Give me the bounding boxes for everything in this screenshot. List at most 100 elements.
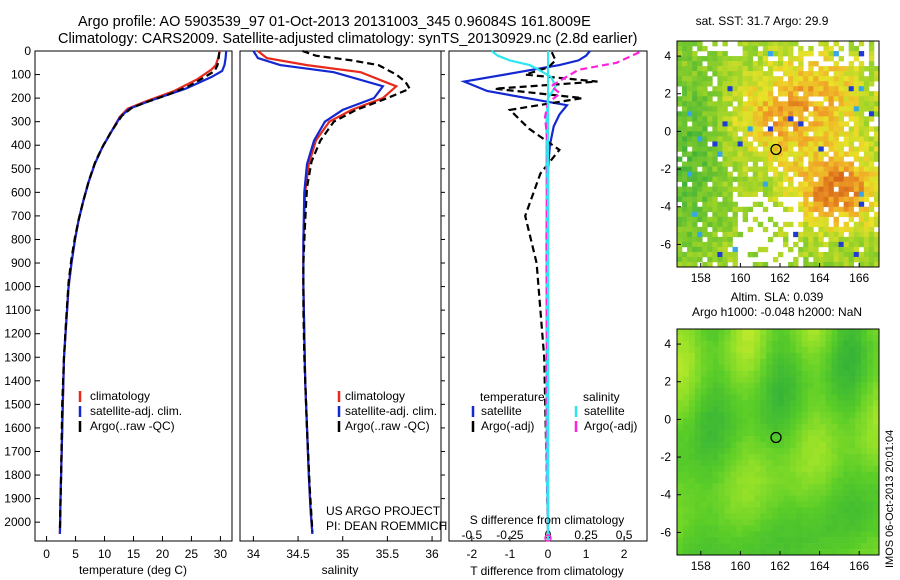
sla-cell <box>849 424 856 431</box>
sst-cell <box>707 76 713 82</box>
sla-cell <box>754 519 761 526</box>
sst-cell <box>737 146 743 152</box>
sla-cell <box>807 388 814 395</box>
sla-cell <box>706 495 713 502</box>
sst-cell <box>742 171 748 177</box>
sla-cell <box>742 424 749 431</box>
sla-cell <box>736 418 743 425</box>
sla-cell <box>873 430 880 437</box>
sst-cell <box>873 231 880 238</box>
sla-cell <box>867 394 874 401</box>
sla-cell <box>789 406 797 413</box>
sst-cell <box>843 91 849 97</box>
sst-cell <box>858 96 865 102</box>
sst-cell <box>813 76 819 82</box>
sst-cell <box>717 176 723 182</box>
sst-cell <box>747 116 754 122</box>
sla-cell <box>688 394 696 401</box>
sst-cell <box>682 46 688 52</box>
sst-cell <box>717 146 723 152</box>
sst-cell <box>712 206 718 213</box>
sla-cell <box>682 465 690 473</box>
sst-cell <box>818 151 824 157</box>
sla-cell <box>677 370 684 377</box>
sst-cell <box>702 101 708 107</box>
sla-cell <box>843 436 850 443</box>
sla-cell <box>706 507 713 514</box>
sst-cell <box>868 146 875 152</box>
sla-cell <box>831 376 838 383</box>
sst-cell <box>712 126 718 132</box>
sla-cell <box>706 489 713 496</box>
sla-cell <box>849 519 856 526</box>
sla-cell <box>748 382 755 389</box>
sst-cell <box>772 61 779 67</box>
sla-cell <box>873 370 880 377</box>
sst-cell <box>767 106 774 112</box>
sla-cell <box>682 531 690 538</box>
sla-cell <box>801 477 808 484</box>
sla-cell <box>778 340 785 348</box>
sla-cell <box>760 424 767 431</box>
sla-cell <box>677 459 684 467</box>
sla-cell <box>813 465 820 473</box>
sla-cell <box>789 436 797 443</box>
sla-cell <box>807 406 814 413</box>
sst-cell <box>702 121 708 127</box>
sla-cell <box>873 436 880 443</box>
sla-cell <box>801 346 808 354</box>
sla-cell <box>706 519 713 526</box>
sst-cell <box>853 101 860 107</box>
sla-cell <box>789 394 797 401</box>
sla-cell <box>682 543 690 550</box>
sst-cell <box>858 51 865 57</box>
sst-cell <box>722 86 728 92</box>
sla-cell <box>730 459 737 467</box>
sla-cell <box>760 525 767 532</box>
sla-cell <box>855 513 862 520</box>
sst-cell <box>727 206 733 213</box>
sla-cell <box>724 388 731 395</box>
sla-cell <box>694 543 702 550</box>
temperature-tick-label: 10 <box>98 547 112 561</box>
sla-cell <box>825 329 832 336</box>
sla-cell <box>760 465 767 473</box>
sst-cell <box>702 56 708 62</box>
sla-cell <box>819 430 826 437</box>
sst-cell <box>858 61 865 67</box>
sst-cell <box>752 156 759 162</box>
sla-cell <box>766 329 773 336</box>
sst-cell <box>717 236 723 243</box>
sst-cell <box>712 51 718 57</box>
sla-cell <box>789 329 797 336</box>
sla-cell <box>748 543 755 550</box>
sla-cell <box>706 537 713 544</box>
sla-cell <box>742 459 749 467</box>
sla-cell <box>694 352 702 360</box>
sst-cell <box>722 176 728 182</box>
sst-cell <box>747 191 754 197</box>
sla-cell <box>873 346 880 354</box>
sla-cell <box>748 436 755 443</box>
sla-cell <box>700 430 707 437</box>
sla-cell <box>843 471 850 478</box>
sla-cell <box>730 388 737 395</box>
sst-cell <box>848 256 855 263</box>
sst-cell <box>737 176 743 182</box>
sst-cell <box>823 256 829 263</box>
sla-cell <box>730 465 737 473</box>
sst-cell <box>858 206 865 213</box>
sla-cell <box>819 477 826 484</box>
sst-cell <box>697 176 703 182</box>
sla-cell <box>694 370 702 377</box>
sst-cell <box>767 96 774 102</box>
sst-cell <box>778 46 784 52</box>
sst-cell <box>692 131 698 137</box>
sst-cell <box>682 231 688 238</box>
sst-cell <box>783 106 789 112</box>
sla-cell <box>694 519 702 526</box>
sst-cell <box>868 56 875 62</box>
sst-cell <box>778 201 784 208</box>
sst-cell <box>828 146 834 152</box>
sla-cell <box>748 525 755 532</box>
